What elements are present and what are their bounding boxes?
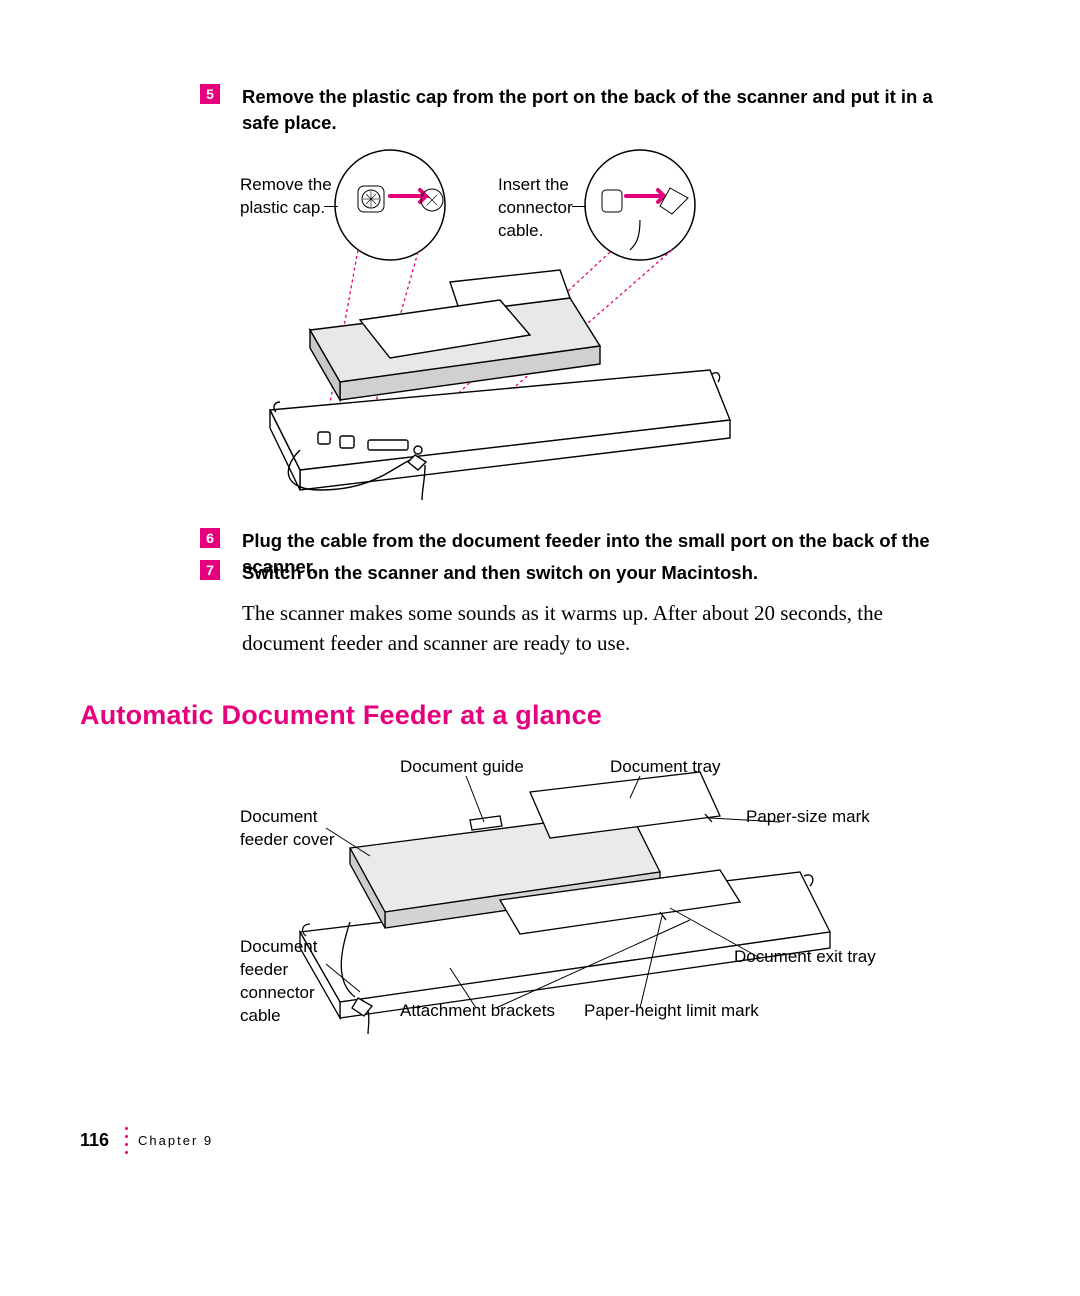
- leader-line: [324, 206, 338, 207]
- label-doc-guide: Document guide: [400, 756, 524, 779]
- step-7-row: 7 Switch on the scanner and then switch …: [200, 560, 758, 586]
- manual-page: 5 Remove the plastic cap from the port o…: [0, 0, 1080, 1296]
- feeder-cover-l1: Document: [240, 807, 317, 826]
- cc-l4: cable: [240, 1006, 281, 1025]
- label-exit-tray: Document exit tray: [734, 946, 876, 969]
- leader-line: [572, 206, 586, 207]
- cc-l3: connector: [240, 983, 315, 1002]
- label-connector-cable: Document feeder connector cable: [240, 936, 317, 1028]
- body-paragraph: The scanner makes some sounds as it warm…: [242, 598, 942, 659]
- step-6-number: 6: [200, 528, 220, 548]
- figure-1: Remove the plastic cap. Insert the conne…: [240, 150, 740, 500]
- label-feeder-cover: Document feeder cover: [240, 806, 335, 852]
- fig1-right-l3: cable.: [498, 221, 543, 240]
- label-paper-size: Paper-size mark: [746, 806, 870, 829]
- page-number: 116: [80, 1130, 109, 1151]
- step-5-text: Remove the plastic cap from the port on …: [242, 84, 942, 136]
- step-5-row: 5 Remove the plastic cap from the port o…: [200, 84, 942, 136]
- fig1-right-l2: connector: [498, 198, 573, 217]
- figure-2: Document guide Document tray Document fe…: [240, 752, 900, 1032]
- label-attach-brackets: Attachment brackets: [400, 1000, 555, 1023]
- label-doc-tray: Document tray: [610, 756, 721, 779]
- fig1-left-l2: plastic cap.: [240, 198, 325, 217]
- cc-l1: Document: [240, 937, 317, 956]
- step-7-text: Switch on the scanner and then switch on…: [242, 560, 758, 586]
- fig1-right-l1: Insert the: [498, 175, 569, 194]
- cc-l2: feeder: [240, 960, 288, 979]
- step-5-number: 5: [200, 84, 220, 104]
- footer-dots: [125, 1124, 128, 1156]
- step-7-number: 7: [200, 560, 220, 580]
- feeder-cover-l2: feeder cover: [240, 830, 335, 849]
- fig1-right-callout: Insert the connector cable.: [498, 174, 573, 243]
- figure-2-svg: [240, 752, 900, 1032]
- chapter-label: Chapter 9: [138, 1133, 213, 1148]
- section-heading: Automatic Document Feeder at a glance: [80, 700, 602, 731]
- label-paper-height: Paper-height limit mark: [584, 1000, 759, 1023]
- fig1-left-callout: Remove the plastic cap.: [240, 174, 332, 220]
- page-footer: 116 Chapter 9: [80, 1124, 213, 1156]
- fig1-left-l1: Remove the: [240, 175, 332, 194]
